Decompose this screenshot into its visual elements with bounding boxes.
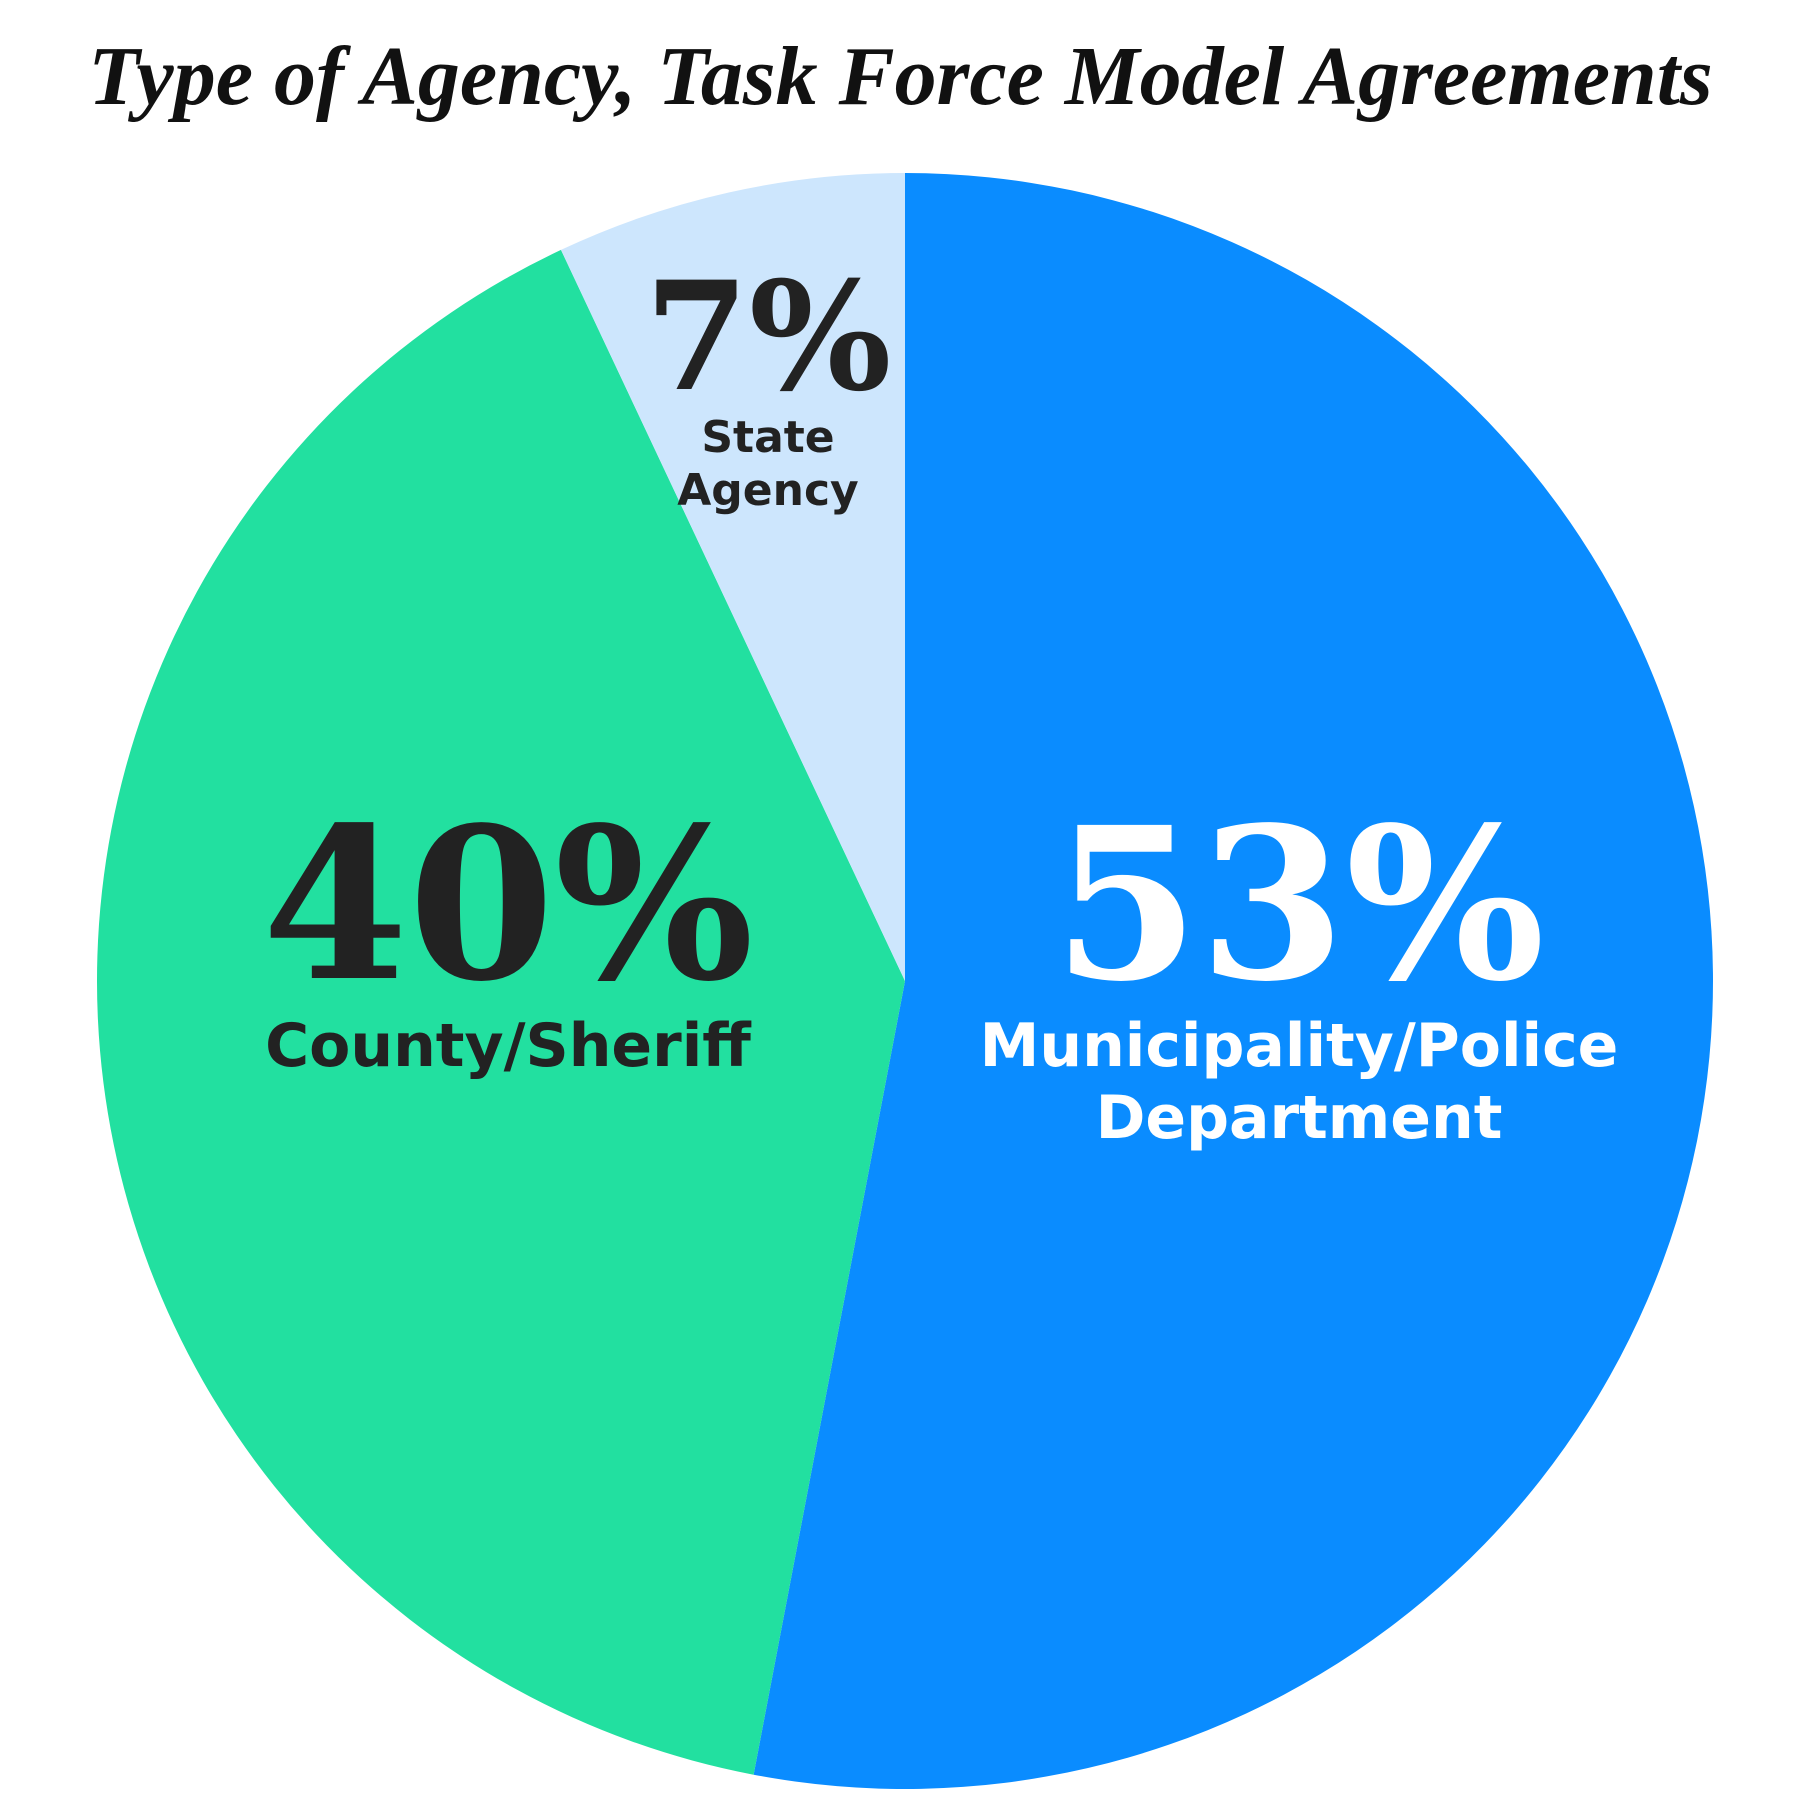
category-label: Municipality/Police Department: [979, 1011, 1619, 1153]
slice-label: 7% State Agency: [645, 262, 892, 518]
slice-label: 40% County/Sheriff: [248, 800, 768, 1082]
pie-slice: [560, 173, 905, 981]
category-label: County/Sheriff: [265, 1011, 751, 1081]
category-label: State Agency: [677, 412, 859, 516]
value-label: 53%: [1053, 781, 1545, 1028]
slice-label: 53% Municipality/Police Department: [979, 800, 1619, 1154]
pie-slice: [753, 173, 1714, 1789]
chart-title: Type of Agency, Task Force Model Agreeme…: [88, 30, 1713, 123]
pie-slice: [96, 249, 905, 1775]
value-label: 40%: [262, 781, 754, 1028]
value-label: 7%: [644, 249, 892, 425]
